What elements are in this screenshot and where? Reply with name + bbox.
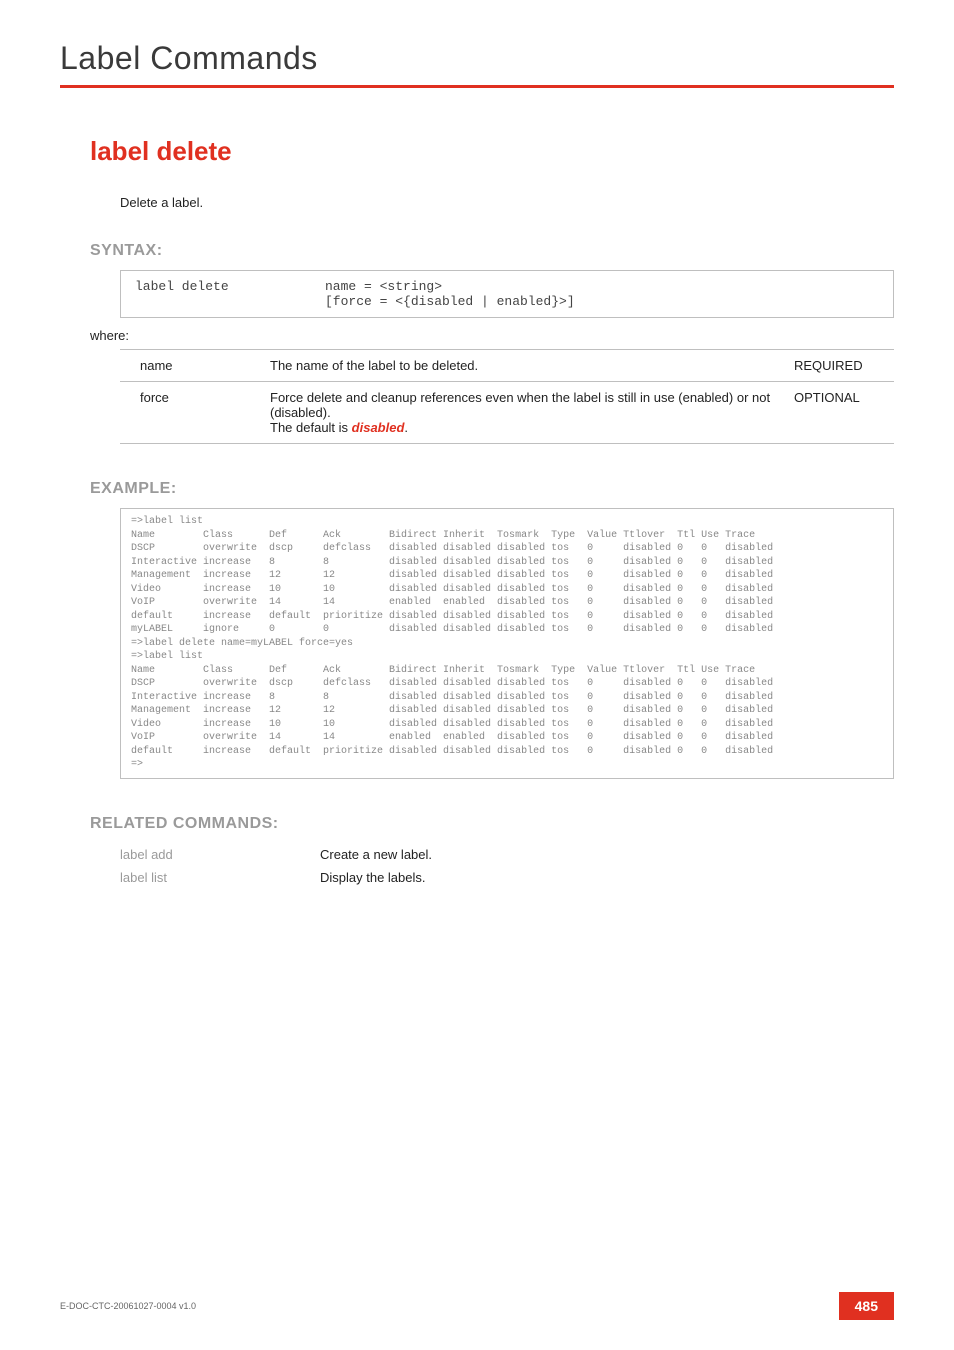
- where-label: where:: [90, 328, 894, 343]
- param-required: REQUIRED: [784, 350, 894, 382]
- chapter-title: Label Commands: [60, 40, 894, 77]
- param-name: force: [120, 382, 260, 444]
- related-command: label add: [120, 843, 320, 866]
- syntax-args: name = <string> [force = <{disabled | en…: [325, 279, 575, 309]
- param-desc: The name of the label to be deleted.: [260, 350, 784, 382]
- command-description: Delete a label.: [120, 195, 894, 210]
- section-example-head: EXAMPLE:: [90, 480, 894, 498]
- param-required: OPTIONAL: [784, 382, 894, 444]
- parameters-table: name The name of the label to be deleted…: [120, 349, 894, 444]
- table-row: label list Display the labels.: [120, 866, 432, 889]
- doc-id: E-DOC-CTC-20061027-0004 v1.0: [60, 1301, 196, 1311]
- related-command: label list: [120, 866, 320, 889]
- command-title: label delete: [90, 136, 894, 167]
- syntax-box: label delete name = <string> [force = <{…: [120, 270, 894, 318]
- table-row: force Force delete and cleanup reference…: [120, 382, 894, 444]
- table-row: name The name of the label to be deleted…: [120, 350, 894, 382]
- syntax-command: label delete: [135, 279, 325, 309]
- param-desc: Force delete and cleanup references even…: [260, 382, 784, 444]
- section-syntax-head: SYNTAX:: [90, 242, 894, 260]
- param-default: disabled: [352, 420, 405, 435]
- related-commands-table: label add Create a new label. label list…: [120, 843, 432, 889]
- related-desc: Display the labels.: [320, 866, 432, 889]
- param-desc-post: .: [404, 420, 408, 435]
- page-footer: E-DOC-CTC-20061027-0004 v1.0 485: [60, 1292, 894, 1320]
- section-related-head: RELATED COMMANDS:: [90, 815, 894, 833]
- example-output: =>label list Name Class Def Ack Bidirect…: [120, 508, 894, 779]
- page-number: 485: [839, 1292, 894, 1320]
- related-desc: Create a new label.: [320, 843, 432, 866]
- header-rule: [60, 85, 894, 88]
- table-row: label add Create a new label.: [120, 843, 432, 866]
- param-desc-text: Force delete and cleanup references even…: [270, 390, 770, 435]
- param-name: name: [120, 350, 260, 382]
